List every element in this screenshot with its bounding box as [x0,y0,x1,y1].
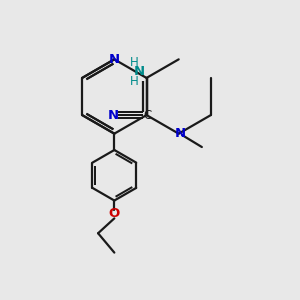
Text: C: C [143,109,151,122]
Text: O: O [109,207,120,220]
Text: N: N [109,53,120,66]
Text: N: N [134,65,145,79]
Text: H: H [130,75,139,88]
Text: N: N [174,127,185,140]
Text: H: H [130,56,139,69]
Text: N: N [108,109,119,122]
